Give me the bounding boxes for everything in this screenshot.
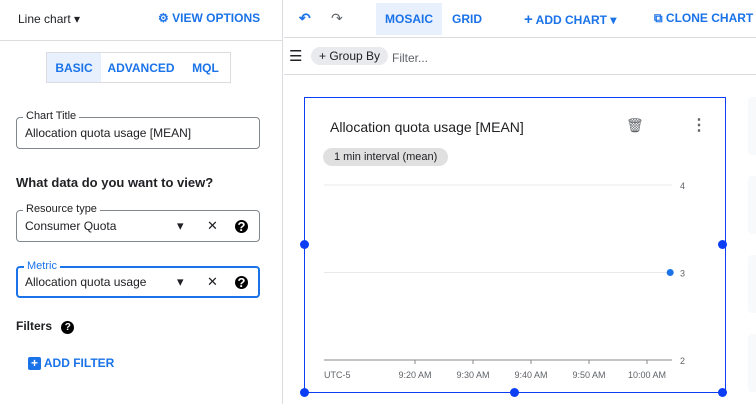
metric-label: Metric [24, 260, 60, 272]
resource-type-label: Resource type [23, 203, 100, 215]
chart-title-field[interactable]: Chart Title Allocation quota usage [MEAN… [16, 110, 260, 149]
data-point [666, 269, 674, 276]
view-options-button[interactable]: ⚙ VIEW OPTIONS [158, 11, 260, 25]
y-tick-label: 3 [680, 269, 685, 279]
clear-icon[interactable]: ✕ [207, 274, 218, 289]
timezone-label: UTC-5 [324, 370, 351, 380]
x-tick-label: 9:20 AM [398, 370, 431, 380]
add-chart-button[interactable]: + ADD CHART ▾ [524, 11, 616, 28]
group-by-chip[interactable]: + Group By [311, 47, 389, 65]
chart-title: Allocation quota usage [MEAN] [330, 119, 524, 135]
mosaic-button[interactable]: MOSAIC [376, 3, 442, 35]
metric-field[interactable]: Metric Allocation quota usage ▾ ✕ ? [16, 260, 260, 298]
resize-handle[interactable] [510, 388, 519, 397]
resize-handle[interactable] [300, 240, 309, 249]
resource-type-value: Consumer Quota [25, 219, 117, 233]
add-box-icon: + [28, 357, 41, 370]
interval-chip[interactable]: 1 min interval (mean) [323, 148, 449, 166]
dashboard-canvas [284, 76, 756, 404]
resize-handle[interactable] [300, 388, 309, 397]
view-options-label: VIEW OPTIONS [172, 11, 261, 25]
add-chart-label: ADD CHART [535, 13, 607, 27]
chart-editor-panel: Line chart ▾ ⚙ VIEW OPTIONS BASIC ADVANC… [0, 0, 283, 404]
resize-handle[interactable] [718, 240, 727, 249]
caret-down-icon[interactable]: ▾ [177, 218, 184, 233]
tab-advanced[interactable]: ADVANCED [107, 60, 175, 75]
filter-icon[interactable]: ☰ [289, 48, 303, 65]
chart-card-placeholder [748, 334, 756, 392]
y-tick-label: 4 [680, 181, 685, 191]
x-tick-label: 9:30 AM [456, 370, 489, 380]
help-icon[interactable]: ? [235, 220, 248, 233]
clone-chart-label: CLONE CHART [665, 11, 754, 25]
filter-bar: ☰ + Group By Filter... [284, 39, 756, 75]
y-tick-label: 2 [680, 356, 685, 366]
filter-input[interactable]: Filter... [392, 51, 429, 65]
chart-title-label: Chart Title [23, 110, 80, 122]
x-tick-label: 9:40 AM [514, 370, 547, 380]
undo-icon[interactable]: ↶ [299, 10, 311, 26]
copy-icon: ⧉ [654, 11, 663, 25]
caret-down-icon: ▾ [610, 13, 617, 27]
tab-basic[interactable]: BASIC [47, 53, 101, 82]
section-heading: What data do you want to view? [16, 175, 214, 190]
help-icon[interactable]: ? [61, 321, 75, 334]
divider [0, 40, 283, 41]
gear-icon: ⚙ [158, 11, 169, 25]
chart-card-placeholder [748, 255, 756, 313]
x-tick-label: 10:00 AM [628, 370, 666, 380]
help-icon[interactable]: ? [235, 276, 248, 289]
mode-tabs: BASIC ADVANCED MQL [46, 52, 231, 83]
plus-icon: + [524, 11, 533, 28]
add-filter-button[interactable]: + ADD FILTER [28, 356, 114, 370]
clear-icon[interactable]: ✕ [207, 218, 218, 233]
dashboard-toolbar: ↶ ↷ MOSAIC GRID + ADD CHART ▾ ⧉ CLONE CH… [284, 0, 756, 38]
caret-down-icon: ▾ [74, 12, 81, 26]
chart-title-value[interactable]: Allocation quota usage [MEAN] [25, 126, 192, 140]
redo-icon[interactable]: ↷ [331, 10, 343, 26]
resize-handle[interactable] [718, 388, 727, 397]
tab-mql[interactable]: MQL [192, 60, 219, 75]
chart-type-label: Line chart [18, 12, 71, 26]
filters-label: Filters [16, 319, 53, 333]
chart-card-placeholder [748, 176, 756, 234]
chart-card-placeholder [748, 97, 756, 155]
add-filter-label: ADD FILTER [43, 356, 115, 370]
resource-type-field[interactable]: Resource type Consumer Quota ▾ ✕ ? [16, 203, 260, 242]
clone-chart-button[interactable]: ⧉ CLONE CHART [654, 11, 753, 26]
caret-down-icon[interactable]: ▾ [177, 274, 184, 289]
grid-button[interactable]: GRID [452, 12, 482, 26]
metric-value: Allocation quota usage [25, 275, 147, 289]
chart-type-dropdown[interactable]: Line chart ▾ [18, 12, 80, 26]
delete-icon[interactable]: 🗑 [626, 117, 644, 133]
more-vert-icon[interactable]: ⋮ [691, 117, 707, 134]
filters-heading: Filters ? [16, 319, 75, 334]
x-tick-label: 9:50 AM [572, 370, 605, 380]
